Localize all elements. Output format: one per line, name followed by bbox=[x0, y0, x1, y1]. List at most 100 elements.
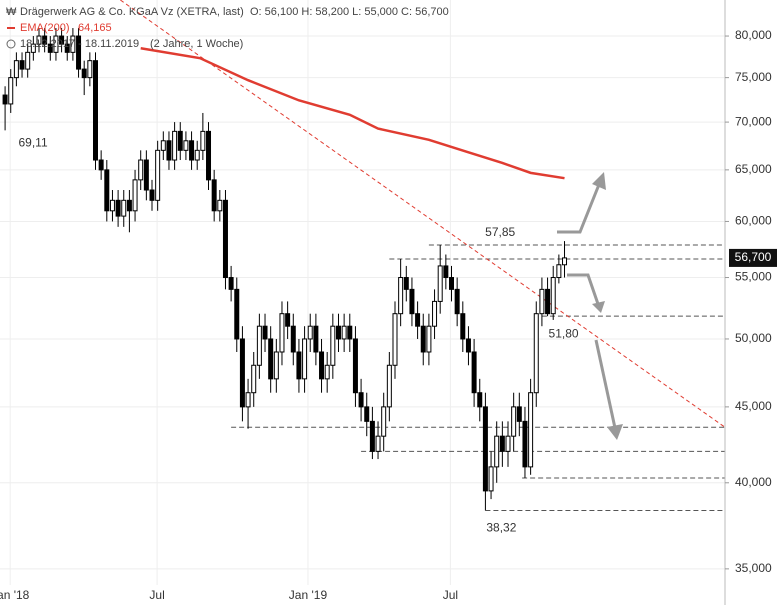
candle-body bbox=[126, 199, 132, 212]
candle-body bbox=[262, 325, 268, 340]
candle-body bbox=[437, 265, 443, 302]
candle-body bbox=[398, 277, 404, 315]
y-tick-label: 55,000 bbox=[735, 270, 772, 284]
price-box bbox=[729, 248, 777, 267]
candle-body bbox=[177, 130, 183, 151]
candle-body bbox=[307, 325, 313, 340]
candle-body bbox=[47, 43, 53, 53]
candle-body bbox=[550, 277, 556, 315]
x-tick-label: Jul bbox=[149, 588, 164, 602]
candle-body bbox=[488, 466, 494, 492]
candle-body bbox=[347, 325, 353, 340]
candle-body bbox=[392, 313, 398, 366]
candle-body bbox=[42, 35, 48, 45]
ema-line bbox=[140, 47, 565, 180]
candle-body bbox=[386, 364, 392, 408]
arrow-up bbox=[557, 181, 602, 234]
candle-body bbox=[545, 288, 551, 315]
candle-body bbox=[302, 338, 308, 380]
candle-body bbox=[369, 420, 375, 452]
candle-body bbox=[115, 199, 121, 217]
candle-body bbox=[443, 265, 449, 279]
candle-body bbox=[143, 159, 149, 191]
candle-body bbox=[528, 392, 534, 468]
x-tick-label: Jul bbox=[443, 588, 458, 602]
chart-title: Drägerwerk AG & Co. KGaA Vz (XETRA, last… bbox=[20, 6, 244, 18]
chart-icon: ₩ bbox=[6, 6, 17, 18]
candle-body bbox=[454, 288, 460, 315]
y-tick-label: 45,000 bbox=[735, 399, 772, 413]
candle-body bbox=[420, 325, 426, 353]
candle-body bbox=[155, 149, 161, 201]
trend-line bbox=[120, 0, 725, 428]
candle-body bbox=[109, 199, 115, 212]
candle-body bbox=[273, 351, 279, 380]
candle-body bbox=[296, 351, 302, 380]
candle-body bbox=[92, 60, 98, 161]
candle-body bbox=[499, 435, 505, 452]
arrows bbox=[557, 172, 623, 440]
candle-body bbox=[449, 277, 455, 290]
candle-body bbox=[562, 257, 568, 266]
candle-body bbox=[522, 420, 528, 468]
y-tick-label: 50,000 bbox=[735, 331, 772, 345]
candle-body bbox=[160, 140, 166, 151]
candle-body bbox=[36, 35, 42, 45]
candle-body bbox=[341, 325, 347, 340]
candle-body bbox=[375, 435, 381, 452]
candle-body bbox=[200, 130, 206, 151]
candle-body bbox=[183, 140, 189, 151]
candle-body bbox=[313, 325, 319, 353]
clock-icon bbox=[6, 39, 16, 49]
candle-body bbox=[533, 313, 539, 394]
candle-body bbox=[121, 199, 127, 217]
candle-body bbox=[290, 325, 296, 353]
candle-body bbox=[104, 169, 110, 212]
plot-area: 69,11 38,32 51,80 57,85 bbox=[0, 0, 725, 585]
candle-body bbox=[465, 338, 471, 353]
candle-body bbox=[239, 338, 245, 408]
candle-body bbox=[189, 140, 195, 161]
candle-body bbox=[426, 325, 432, 353]
ohlc: O: 56,100 H: 58,200 L: 55,000 C: 56,700 bbox=[250, 6, 449, 18]
candle-body bbox=[494, 435, 500, 468]
candle-body bbox=[64, 43, 70, 53]
candle-body bbox=[324, 364, 330, 380]
candle-body bbox=[381, 406, 387, 437]
candle-body bbox=[516, 406, 522, 422]
candle-body bbox=[132, 179, 138, 212]
candle-body bbox=[194, 149, 200, 161]
candle-body bbox=[482, 406, 488, 492]
candle-body bbox=[539, 288, 545, 315]
candle-body bbox=[53, 35, 59, 53]
candle-body bbox=[87, 60, 93, 79]
y-tick-label: 70,000 bbox=[735, 114, 772, 128]
candle-body bbox=[330, 325, 336, 366]
candle-body bbox=[511, 406, 517, 437]
candle-body bbox=[358, 392, 364, 408]
candle-body bbox=[251, 364, 257, 394]
candle-body bbox=[81, 68, 87, 79]
candle-body bbox=[285, 313, 291, 327]
candle-body bbox=[222, 199, 228, 279]
candle-body bbox=[228, 277, 234, 290]
candle-body bbox=[432, 300, 438, 327]
candle-body bbox=[70, 35, 76, 53]
high-label: 57,85 bbox=[485, 225, 515, 239]
arrow-mid bbox=[567, 273, 600, 305]
candle-body bbox=[217, 199, 223, 212]
arrow-head bbox=[607, 424, 623, 440]
y-tick-label: 80,000 bbox=[735, 28, 772, 42]
candle-body bbox=[25, 51, 31, 70]
price-label: 56,700 bbox=[735, 250, 772, 264]
candle-body bbox=[319, 351, 325, 380]
candle-body bbox=[8, 77, 14, 105]
candle-body bbox=[256, 325, 262, 366]
candle-body bbox=[471, 351, 477, 394]
candle-body bbox=[279, 313, 285, 353]
arrow-head bbox=[592, 301, 605, 313]
candle-body bbox=[30, 43, 36, 53]
arrow-down bbox=[594, 339, 617, 429]
period: 18.12.2017 - 18.11.2019 bbox=[20, 38, 139, 50]
candle-body bbox=[2, 94, 8, 105]
